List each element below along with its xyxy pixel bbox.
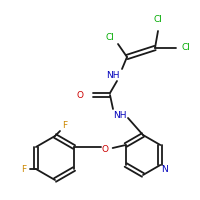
- Text: Cl: Cl: [182, 44, 190, 52]
- Text: Cl: Cl: [106, 32, 114, 42]
- Text: NH: NH: [106, 71, 120, 79]
- Text: N: N: [161, 166, 168, 174]
- Text: O: O: [76, 90, 84, 99]
- Text: F: F: [21, 164, 27, 173]
- Text: NH: NH: [113, 110, 127, 119]
- Text: Cl: Cl: [154, 16, 162, 24]
- Text: O: O: [101, 144, 108, 154]
- Text: F: F: [62, 121, 68, 130]
